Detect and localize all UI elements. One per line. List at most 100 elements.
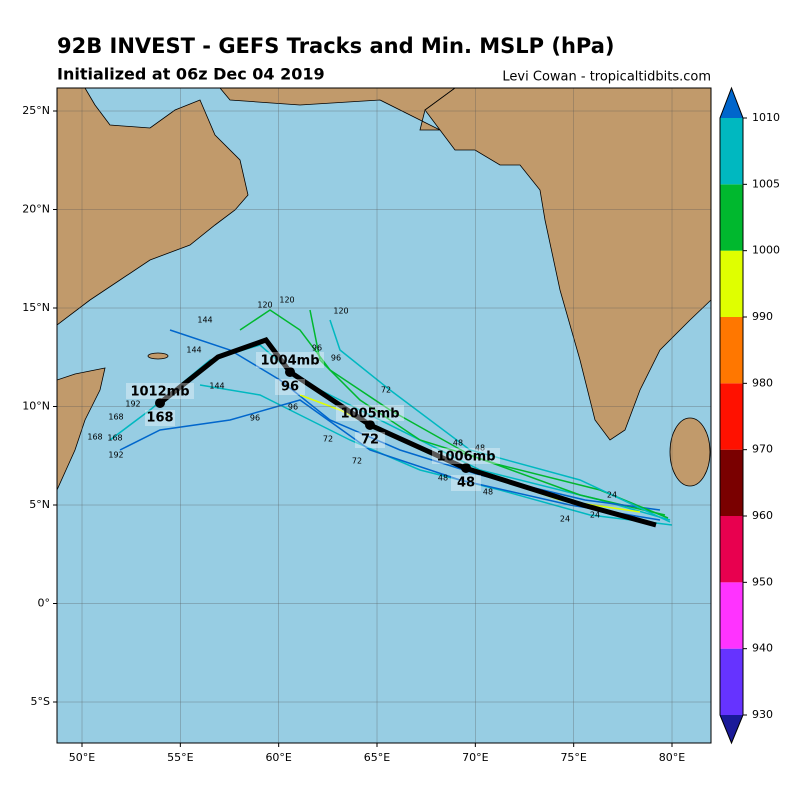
title: 92B INVEST - GEFS Tracks and Min. MSLP (…	[57, 34, 615, 58]
member-track	[329, 319, 671, 523]
india	[424, 88, 711, 441]
mean-hour-label: 48	[457, 476, 475, 491]
colorbar-tick-label: 1010	[752, 111, 780, 124]
mean-hour-label: 168	[146, 411, 173, 426]
lon-tick-label: 55°E	[167, 751, 193, 764]
mean-point	[461, 463, 471, 473]
lon-tick-label: 60°E	[265, 751, 291, 764]
member-hour-label: 144	[197, 316, 212, 325]
member-hour-label: 72	[352, 457, 362, 466]
member-hour-label: 48	[453, 439, 463, 448]
somalia	[57, 367, 106, 491]
member-hour-label: 48	[483, 488, 493, 497]
member-hour-label: 72	[323, 435, 333, 444]
member-labels: 24 24 24 48 48 48 48 72 72 72 96 96 96 96 120 120 120 144…	[87, 296, 617, 524]
label-bg	[126, 383, 194, 399]
mean-point	[365, 420, 375, 430]
map-frame	[56, 87, 712, 744]
member-hour-label: 24	[607, 491, 617, 500]
graticule	[57, 88, 711, 743]
member-hour-label: 168	[87, 433, 102, 442]
lon-tick-label: 50°E	[69, 751, 95, 764]
member-hour-label: 96	[288, 403, 298, 412]
colorbar: 930 940 950 960 970 980 990 1000 1005 1010	[719, 86, 780, 745]
label-bg	[275, 379, 305, 395]
member-hour-label: 192	[108, 451, 123, 460]
lat-tick-label: 25°N	[22, 104, 50, 117]
lat-tick-label: 10°N	[22, 400, 50, 413]
mean-pressure-label: 1012mb	[130, 385, 189, 400]
lat-tick-label: 15°N	[22, 301, 50, 314]
member-hour-label: 120	[333, 307, 348, 316]
colorbar-band	[720, 184, 743, 251]
colorbar-band	[720, 317, 743, 384]
mean-track	[158, 337, 657, 528]
socotra	[147, 352, 169, 360]
colorbar-tick-label: 990	[752, 310, 773, 323]
mean-pressure-label: 1005mb	[340, 407, 399, 422]
lon-tick-label: 80°E	[659, 751, 685, 764]
member-hour-label: 120	[257, 301, 272, 310]
colorbar-extend-high	[720, 88, 743, 118]
lat-tick-label: 20°N	[22, 203, 50, 216]
colorbar-extend-low	[720, 715, 743, 743]
axes: 50°E 55°E 60°E 65°E 70°E 75°E 80°E 25°N 20°N 15°N…	[22, 104, 685, 764]
member-hour-label: 96	[331, 354, 341, 363]
lon-tick-label: 70°E	[462, 751, 488, 764]
colorbar-tick-label: 980	[752, 376, 773, 389]
arabia	[57, 88, 249, 326]
colorbar-tick-label: 960	[752, 509, 773, 522]
colorbar-tick-label: 970	[752, 443, 773, 456]
colorbar-tick-label: 950	[752, 575, 773, 588]
member-hour-label: 192	[125, 400, 140, 409]
label-bg	[355, 432, 385, 448]
member-hour-label: 96	[250, 414, 260, 423]
lon-tick-label: 75°E	[560, 751, 586, 764]
colorbar-tick-label: 1005	[752, 177, 780, 190]
colorbar-tick-label: 930	[752, 708, 773, 721]
member-track	[239, 309, 666, 516]
mean-point	[285, 367, 295, 377]
mean-point	[155, 398, 165, 408]
colorbar-band	[720, 383, 743, 450]
colorbar-band	[720, 648, 743, 715]
colorbar-band	[720, 250, 743, 317]
member-hour-label: 120	[279, 296, 294, 305]
colorbar-band	[720, 582, 743, 649]
member-hour-label: 144	[186, 346, 201, 355]
member-hour-label: 96	[312, 344, 322, 353]
member-hour-label: 24	[590, 511, 600, 520]
label-bg	[336, 405, 404, 421]
lat-tick-label: 0°	[38, 597, 51, 610]
member-track	[119, 399, 661, 521]
mean-hour-label: 96	[281, 380, 299, 395]
member-track	[169, 329, 661, 511]
lon-tick-label: 65°E	[364, 751, 390, 764]
colorbar-band	[720, 449, 743, 516]
mean-pressure-label: 1004mb	[260, 354, 319, 369]
label-bg	[432, 448, 500, 464]
sri-lanka	[669, 417, 711, 487]
map: 24 24 24 48 48 48 48 72 72 72 96 96 96 96 120 120 120 144…	[57, 88, 711, 743]
colorbar-band	[720, 118, 743, 185]
colorbar-tick-label: 1000	[752, 244, 780, 257]
subtitle: Initialized at 06z Dec 04 2019	[57, 65, 325, 84]
member-hour-label: 48	[475, 444, 485, 453]
credit: Levi Cowan - tropicaltidbits.com	[502, 70, 711, 85]
member-hour-label: 24	[560, 515, 570, 524]
lat-tick-label: 5°S	[31, 695, 50, 708]
colorbar-band	[720, 516, 743, 583]
member-hour-label: 144	[209, 382, 224, 391]
lat-tick-label: 5°N	[29, 498, 50, 511]
label-bg	[145, 410, 175, 426]
member-hour-label: 72	[381, 386, 391, 395]
member-hour-label: 168	[108, 413, 123, 422]
colorbar-tick-label: 940	[752, 642, 773, 655]
label-bg	[451, 475, 481, 491]
mean-pressure-label: 1006mb	[436, 450, 495, 465]
mean-hour-label: 72	[361, 433, 379, 448]
label-bg	[256, 352, 324, 368]
member-hour-label: 48	[438, 474, 448, 483]
